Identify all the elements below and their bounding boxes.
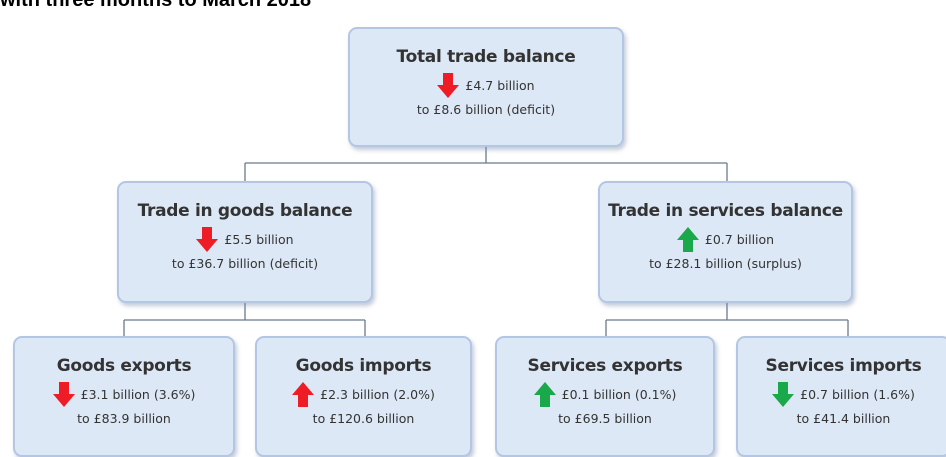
node-box: Goods imports £2.3 billion (2.0%) to £120.… [255,336,472,457]
change-row: £0.7 billion (1.6%) [772,382,915,407]
header-title: with three months to March 2018 [0,0,312,11]
change-row: £5.5 billion [196,227,294,252]
node-change: £3.1 billion (3.6%) [80,387,196,402]
change-row: £0.7 billion [676,227,775,252]
node-change: £0.7 billion (1.6%) [800,387,915,402]
arrow-down [196,227,219,252]
node-title: Services exports [527,356,683,376]
arrow-down [437,73,460,98]
arrow-up [533,382,556,407]
change-row: £0.1 billion (0.1%) [533,382,677,407]
node-result: to £120.6 billion [312,411,415,426]
node-title: Trade in services balance [608,201,843,221]
node-change: £2.3 billion (2.0%) [320,387,435,402]
node-title: Goods exports [56,356,192,376]
arrow-up [292,382,315,407]
node-box: Trade in services balance £0.7 billion to … [598,181,853,303]
arrow-down [772,382,795,407]
node-change: £4.7 billion [465,78,535,93]
node-box: Trade in goods balance £5.5 billion to £36… [117,181,373,303]
node-result: to £69.5 billion [558,411,652,426]
node-change: £0.1 billion (0.1%) [561,387,677,402]
change-row: £4.7 billion [437,73,535,98]
node-result: to £83.9 billion [77,411,171,426]
node-box: Goods exports £3.1 billion (3.6%) to £83.9… [13,336,235,457]
node-title: Total trade balance [396,47,576,67]
node-result: to £8.6 billion (deficit) [416,102,556,117]
node-title: Goods imports [295,356,432,376]
node-box: Services exports £0.1 billion (0.1%) to £6… [495,336,715,457]
arrow-down [52,382,75,407]
node-result: to £36.7 billion (deficit) [171,256,319,271]
node-box: Total trade balance £4.7 billion to £8.6 b… [348,27,624,147]
node-result: to £28.1 billion (surplus) [649,256,802,271]
node-title: Trade in goods balance [137,201,353,221]
change-row: £2.3 billion (2.0%) [292,382,435,407]
arrow-up [676,227,699,252]
change-row: £3.1 billion (3.6%) [52,382,196,407]
node-box: Services imports £0.7 billion (1.6%) to £4… [736,336,946,457]
node-result: to £41.4 billion [796,411,891,426]
node-title: Services imports [765,356,922,376]
node-change: £0.7 billion [704,232,775,247]
node-change: £5.5 billion [224,232,294,247]
